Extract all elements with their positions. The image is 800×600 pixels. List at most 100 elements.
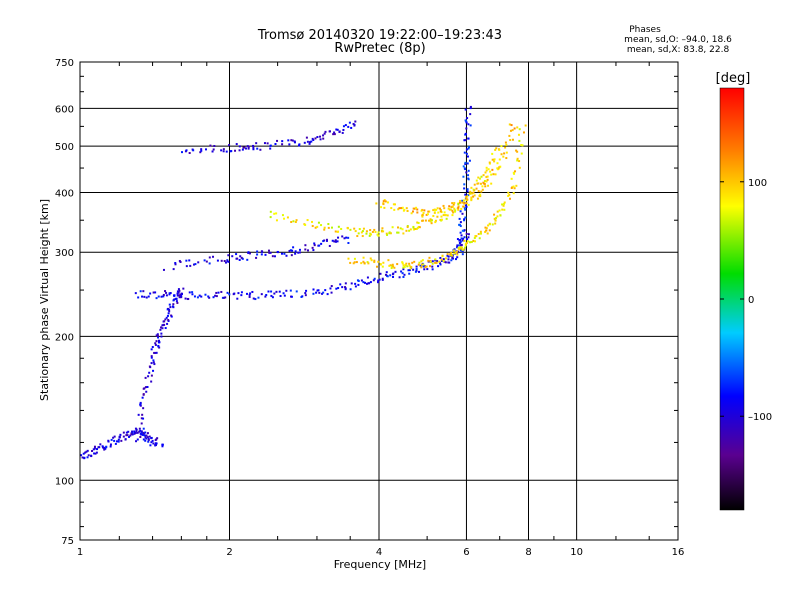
- data-point: [216, 259, 219, 262]
- data-point: [464, 204, 467, 207]
- data-point: [466, 240, 469, 243]
- data-point: [422, 265, 425, 268]
- data-point: [421, 208, 424, 211]
- data-point: [478, 237, 481, 240]
- data-point: [135, 430, 138, 433]
- data-point: [491, 168, 494, 171]
- data-point: [110, 438, 113, 441]
- data-point: [368, 282, 371, 285]
- data-point: [140, 422, 143, 425]
- data-point: [153, 363, 156, 366]
- data-point: [481, 185, 484, 188]
- data-point: [83, 457, 86, 460]
- data-point: [402, 232, 405, 235]
- data-point: [191, 293, 194, 296]
- data-point: [271, 296, 274, 299]
- data-point: [474, 235, 477, 238]
- data-point: [397, 208, 400, 211]
- data-point: [488, 162, 491, 165]
- data-point: [432, 214, 435, 217]
- data-point: [149, 444, 152, 447]
- data-point: [305, 289, 308, 292]
- data-point: [246, 258, 249, 261]
- data-point: [304, 223, 307, 226]
- data-point: [470, 197, 473, 200]
- data-point: [465, 127, 468, 130]
- data-point: [477, 182, 480, 185]
- data-point: [486, 175, 489, 178]
- data-point: [408, 229, 411, 232]
- data-point: [356, 235, 359, 238]
- data-point: [353, 227, 356, 230]
- data-point: [454, 209, 457, 212]
- data-point: [396, 263, 399, 266]
- data-point: [103, 448, 106, 451]
- data-point: [376, 265, 379, 268]
- x-tick-label: 8: [525, 547, 531, 558]
- y-tick-label: 600: [55, 104, 74, 115]
- data-point: [460, 234, 463, 237]
- data-point: [188, 259, 191, 262]
- data-point: [166, 308, 169, 311]
- data-point: [366, 282, 369, 285]
- data-point: [349, 228, 352, 231]
- data-point: [447, 255, 450, 258]
- data-point: [469, 107, 472, 110]
- data-point: [197, 261, 200, 264]
- data-point: [379, 263, 382, 266]
- data-point: [137, 413, 140, 416]
- data-point: [466, 155, 469, 158]
- data-point: [387, 259, 390, 262]
- data-point: [466, 188, 469, 191]
- data-point: [134, 292, 137, 295]
- data-point: [301, 295, 304, 298]
- data-point: [332, 133, 335, 136]
- data-point: [320, 242, 323, 245]
- data-point: [280, 252, 283, 255]
- data-point: [421, 213, 424, 216]
- data-point: [369, 281, 372, 284]
- data-point: [322, 291, 325, 294]
- data-point: [515, 184, 518, 187]
- data-point: [178, 296, 181, 299]
- data-point: [415, 265, 418, 268]
- data-point: [389, 232, 392, 235]
- data-point: [502, 155, 505, 158]
- data-point: [328, 244, 331, 247]
- data-point: [406, 265, 409, 268]
- data-point: [116, 440, 119, 443]
- data-point: [398, 207, 401, 210]
- data-point: [484, 226, 487, 229]
- colorbar-tick-label: 0: [748, 295, 754, 306]
- data-point: [172, 268, 175, 271]
- data-point: [105, 445, 108, 448]
- data-point: [337, 230, 340, 233]
- data-point: [157, 345, 160, 348]
- data-point: [446, 253, 449, 256]
- data-point: [473, 194, 476, 197]
- data-point: [463, 183, 466, 186]
- data-point: [510, 177, 513, 180]
- data-point: [348, 121, 351, 124]
- data-point: [85, 450, 88, 453]
- data-point: [158, 346, 161, 349]
- data-point: [401, 272, 404, 275]
- data-point: [400, 207, 403, 210]
- data-point: [104, 447, 107, 450]
- data-point: [456, 244, 459, 247]
- data-point: [462, 199, 465, 202]
- data-point: [341, 286, 344, 289]
- data-point: [414, 227, 417, 230]
- data-point: [163, 323, 166, 326]
- data-point: [382, 230, 385, 233]
- data-point: [479, 177, 482, 180]
- data-point: [260, 250, 263, 253]
- data-point: [406, 226, 409, 229]
- data-point: [462, 165, 465, 168]
- data-point: [440, 260, 443, 263]
- data-point: [435, 261, 438, 264]
- data-point: [252, 148, 255, 151]
- data-point: [460, 246, 463, 249]
- data-point: [448, 261, 451, 264]
- data-point: [373, 259, 376, 262]
